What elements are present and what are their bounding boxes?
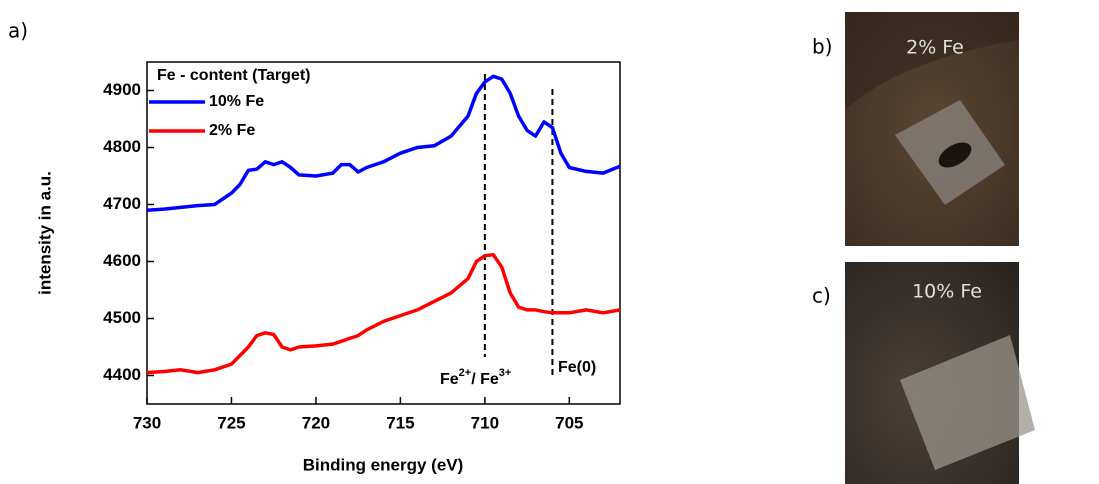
y-tick-label: 4600 (103, 251, 141, 270)
plot-frame (146, 61, 621, 405)
x-axis-label: Binding energy (eV) (303, 455, 464, 474)
x-tick-label: 715 (386, 413, 414, 432)
photo-b (845, 12, 1019, 246)
y-tick-label: 4900 (103, 80, 141, 99)
annotation-part: Fe (440, 371, 459, 388)
annotation: Fe(0) (558, 359, 596, 376)
panel-label: c) (812, 284, 831, 308)
y-tick-label: 4400 (103, 365, 141, 384)
legend-title: Fe - content (Target) (157, 67, 310, 84)
photo-c (845, 262, 1035, 484)
superscript: 2+ (459, 367, 472, 379)
x-tick-label: 720 (302, 413, 330, 432)
x-tick-label: 725 (217, 413, 245, 432)
panel-label: b) (812, 35, 833, 59)
x-tick-label: 730 (133, 413, 161, 432)
photo-label: 2% Fe (906, 37, 964, 59)
data-line (146, 252, 621, 375)
superscript: 3+ (499, 367, 512, 379)
legend-label: 2% Fe (209, 122, 255, 139)
panel-label: a) (8, 19, 28, 43)
photo-label: 10% Fe (912, 281, 982, 303)
annotation-part: / Fe (471, 371, 499, 388)
data-line (146, 74, 621, 212)
annotation-part: Fe(0) (558, 359, 596, 376)
x-tick-label: 705 (555, 413, 583, 432)
x-tick-label: 710 (471, 413, 499, 432)
legend-label: 10% Fe (209, 93, 264, 110)
y-tick-label: 4500 (103, 308, 141, 327)
y-axis-label: intensity in a.u. (35, 171, 54, 295)
y-tick-label: 4800 (103, 137, 141, 156)
y-tick-label: 4700 (103, 194, 141, 213)
annotation: Fe2+/ Fe3+ (440, 367, 511, 388)
